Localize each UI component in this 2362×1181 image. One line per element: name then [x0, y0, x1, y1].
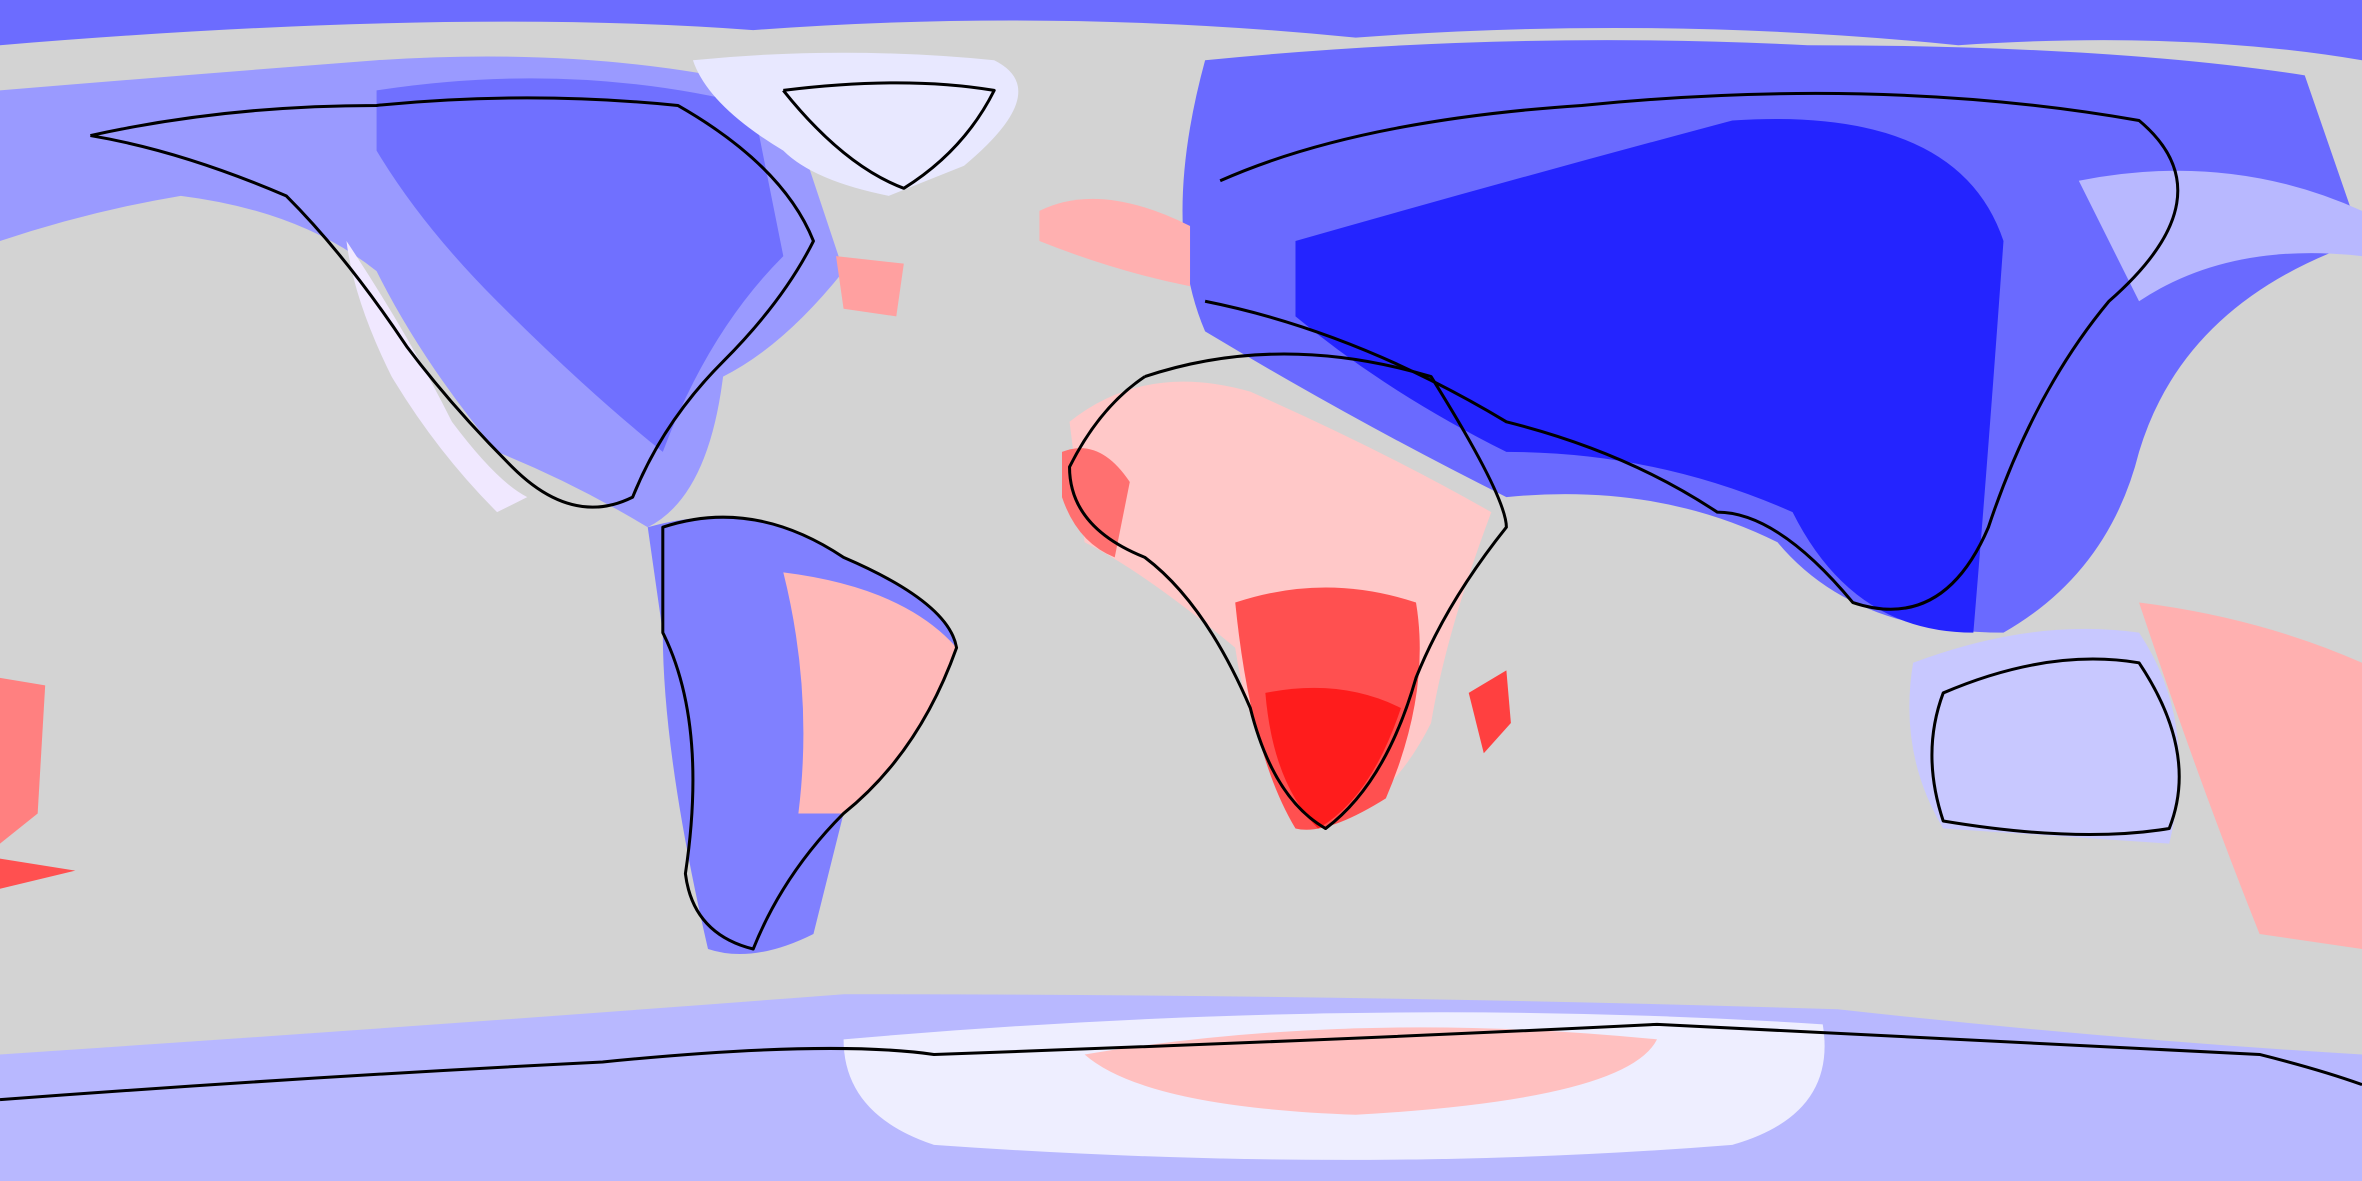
west-edge-spot	[0, 858, 76, 889]
west-edge-red	[0, 677, 46, 844]
north-america-core	[376, 78, 784, 452]
antarctica-red	[1084, 1027, 1658, 1115]
greenland-field	[692, 52, 1019, 196]
west-africa	[1061, 448, 1130, 558]
africa-core	[1265, 687, 1401, 829]
madagascar	[1468, 670, 1511, 754]
coastline	[0, 1022, 2362, 1102]
coastline	[1204, 91, 2180, 611]
australia-field	[1909, 628, 2180, 844]
atlantic-spot	[836, 256, 904, 317]
arctic-band	[0, 0, 2362, 61]
europe-west-spot	[1039, 198, 1191, 287]
pacific-red	[2139, 602, 2362, 950]
south-america-east	[783, 572, 957, 814]
coastline	[661, 515, 959, 951]
coastline	[90, 96, 815, 509]
eurasia-core	[1295, 119, 2004, 633]
coastline	[1068, 352, 1508, 831]
coastline	[1930, 657, 2181, 837]
east-asia-field	[2078, 170, 2362, 302]
coastline	[782, 81, 996, 190]
